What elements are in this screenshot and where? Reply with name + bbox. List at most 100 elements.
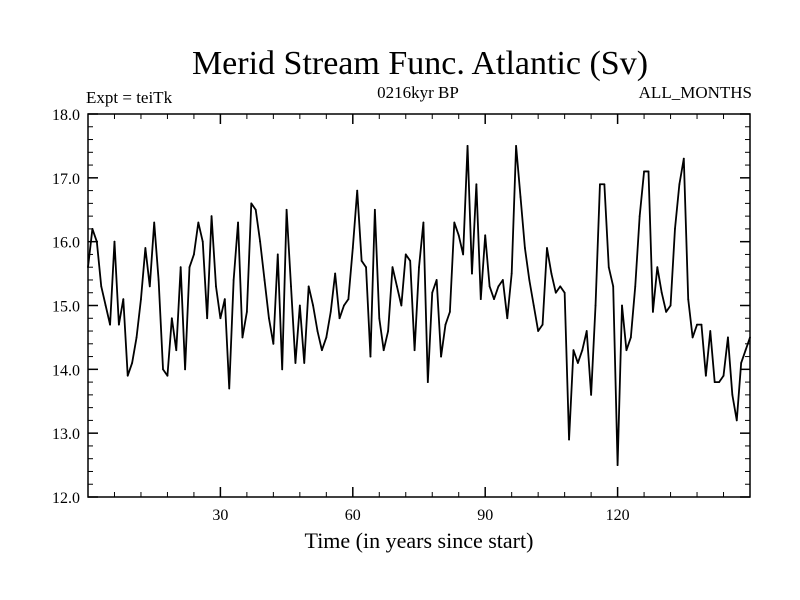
data-point — [440, 355, 442, 358]
data-point — [475, 183, 478, 186]
data-point — [241, 336, 244, 339]
data-point — [479, 298, 482, 301]
data-point — [206, 317, 209, 320]
data-point — [272, 342, 275, 345]
data-point — [343, 304, 345, 307]
data-point — [528, 279, 531, 281]
plot-frame — [87, 113, 751, 498]
data-point — [669, 304, 672, 307]
data-point — [585, 330, 588, 332]
data-point — [678, 183, 681, 186]
data-point — [188, 266, 191, 269]
data-point — [515, 145, 517, 147]
data-point — [338, 317, 341, 320]
data-point — [506, 317, 509, 320]
data-point — [700, 323, 703, 326]
data-point — [303, 362, 306, 364]
data-point — [704, 374, 707, 377]
data-point — [347, 298, 350, 301]
data-point — [554, 291, 557, 294]
data-point — [652, 310, 654, 313]
data-point — [131, 362, 134, 364]
data-point — [373, 208, 376, 211]
data-point — [109, 323, 111, 326]
data-point — [444, 323, 447, 326]
data-point — [334, 272, 337, 275]
data-point — [162, 368, 164, 371]
data-point — [219, 317, 222, 320]
data-point — [321, 349, 323, 352]
data-point — [656, 266, 659, 269]
data-point — [140, 298, 142, 301]
data-point — [378, 317, 381, 320]
data-point — [325, 336, 328, 339]
data-point — [396, 285, 398, 288]
data-point — [193, 253, 195, 256]
y-tick-label: 15.0 — [52, 299, 80, 316]
data-point — [223, 298, 226, 301]
data-point — [572, 349, 575, 352]
data-point — [471, 272, 473, 275]
data-point — [718, 381, 721, 383]
data-point — [546, 247, 548, 249]
data-point — [170, 317, 173, 320]
data-point — [603, 183, 606, 186]
data-point — [665, 310, 668, 313]
series-layer — [87, 145, 751, 466]
data-point — [356, 189, 359, 192]
data-point — [643, 170, 645, 173]
x-tick-label: 60 — [345, 507, 361, 524]
data-point — [285, 208, 288, 211]
data-point — [488, 285, 491, 288]
data-point — [382, 349, 385, 352]
period-label: ALL_MONTHS — [639, 83, 752, 102]
data-point — [541, 323, 544, 326]
data-point — [510, 272, 513, 275]
data-point — [493, 298, 495, 301]
data-point — [647, 170, 650, 173]
data-point — [228, 387, 231, 390]
data-point — [215, 285, 217, 288]
data-point — [135, 336, 138, 339]
data-point — [519, 196, 522, 198]
data-point — [453, 221, 456, 224]
data-point — [210, 215, 213, 218]
data-point — [713, 381, 716, 383]
y-tick-label: 18.0 — [52, 107, 80, 124]
data-point — [735, 419, 738, 422]
data-point — [329, 310, 332, 313]
data-point — [100, 285, 103, 288]
data-point — [740, 362, 743, 364]
data-point — [682, 157, 685, 160]
data-point — [727, 336, 729, 339]
data-point — [144, 247, 147, 249]
data-point — [590, 393, 593, 396]
data-point — [369, 355, 372, 358]
data-point — [148, 285, 151, 288]
chart-subtitle: 0216kyr BP — [377, 83, 459, 102]
data-point — [634, 285, 637, 288]
data-point — [413, 349, 416, 352]
axis-ticks: 12.0 13.0 14.0 15.0 16.0 17.0 18.0 30 60 90 120 — [52, 107, 750, 524]
data-point — [594, 304, 597, 307]
data-point — [497, 285, 500, 288]
data-point — [576, 362, 579, 364]
chart-title: Merid Stream Func. Atlantic (Sv) — [192, 45, 648, 82]
data-point — [298, 304, 301, 307]
data-point — [559, 285, 562, 288]
y-tick-label: 17.0 — [52, 171, 80, 188]
data-point — [276, 253, 279, 256]
data-point — [462, 253, 465, 256]
data-point — [237, 221, 239, 224]
data-point — [175, 349, 178, 352]
data-point — [360, 259, 363, 262]
data-point — [316, 330, 319, 332]
data-point — [312, 304, 314, 307]
data-point — [581, 349, 584, 352]
data-point — [431, 291, 434, 294]
x-tick-label: 30 — [212, 507, 228, 524]
data-point — [157, 279, 160, 281]
experiment-label: Expt = teiTk — [86, 88, 173, 107]
data-point — [268, 317, 270, 320]
